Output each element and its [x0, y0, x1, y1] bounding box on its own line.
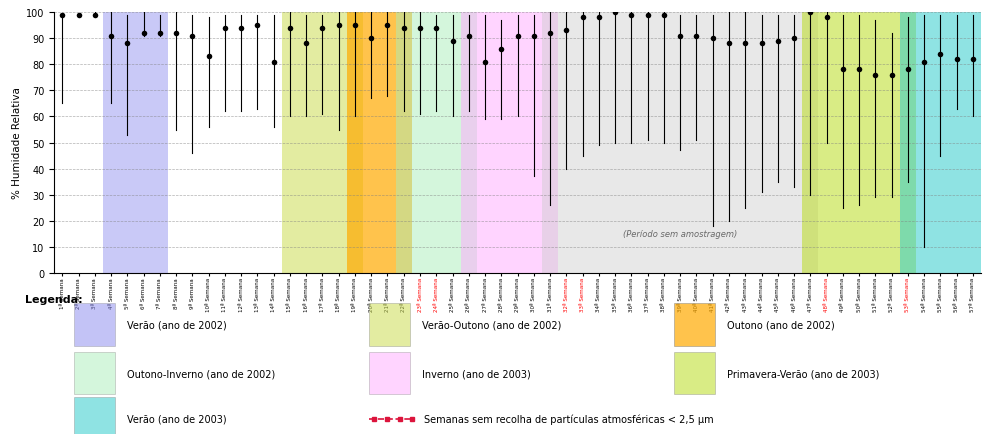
Text: Verão (ano de 2003): Verão (ano de 2003) — [127, 414, 226, 424]
Bar — [461, 13, 558, 273]
Bar — [281, 13, 363, 273]
Bar — [542, 13, 819, 273]
Bar — [74, 398, 115, 434]
Text: Inverno (ano de 2003): Inverno (ano de 2003) — [422, 368, 531, 378]
Bar — [369, 303, 410, 346]
Bar — [74, 303, 115, 346]
Bar — [369, 352, 410, 395]
Text: Outono-Inverno (ano de 2002): Outono-Inverno (ano de 2002) — [127, 368, 276, 378]
Bar — [802, 13, 916, 273]
Text: Primavera-Verão (ano de 2003): Primavera-Verão (ano de 2003) — [727, 368, 880, 378]
Bar — [346, 13, 412, 273]
Text: Verão-Outono (ano de 2002): Verão-Outono (ano de 2002) — [422, 320, 562, 329]
Bar — [396, 13, 477, 273]
Bar — [674, 303, 715, 346]
Bar — [899, 13, 981, 273]
Text: Verão (ano de 2002): Verão (ano de 2002) — [127, 320, 226, 329]
Text: Outono (ano de 2002): Outono (ano de 2002) — [727, 320, 835, 329]
Bar — [674, 352, 715, 395]
Text: Legenda:: Legenda: — [25, 294, 83, 304]
Bar — [74, 352, 115, 395]
Text: (Período sem amostragem): (Período sem amostragem) — [623, 230, 737, 239]
Text: Semanas sem recolha de partículas atmosféricas < 2,5 μm: Semanas sem recolha de partículas atmosf… — [424, 414, 713, 424]
Bar — [103, 13, 168, 273]
Y-axis label: % Humidade Relativa: % Humidade Relativa — [12, 87, 22, 199]
